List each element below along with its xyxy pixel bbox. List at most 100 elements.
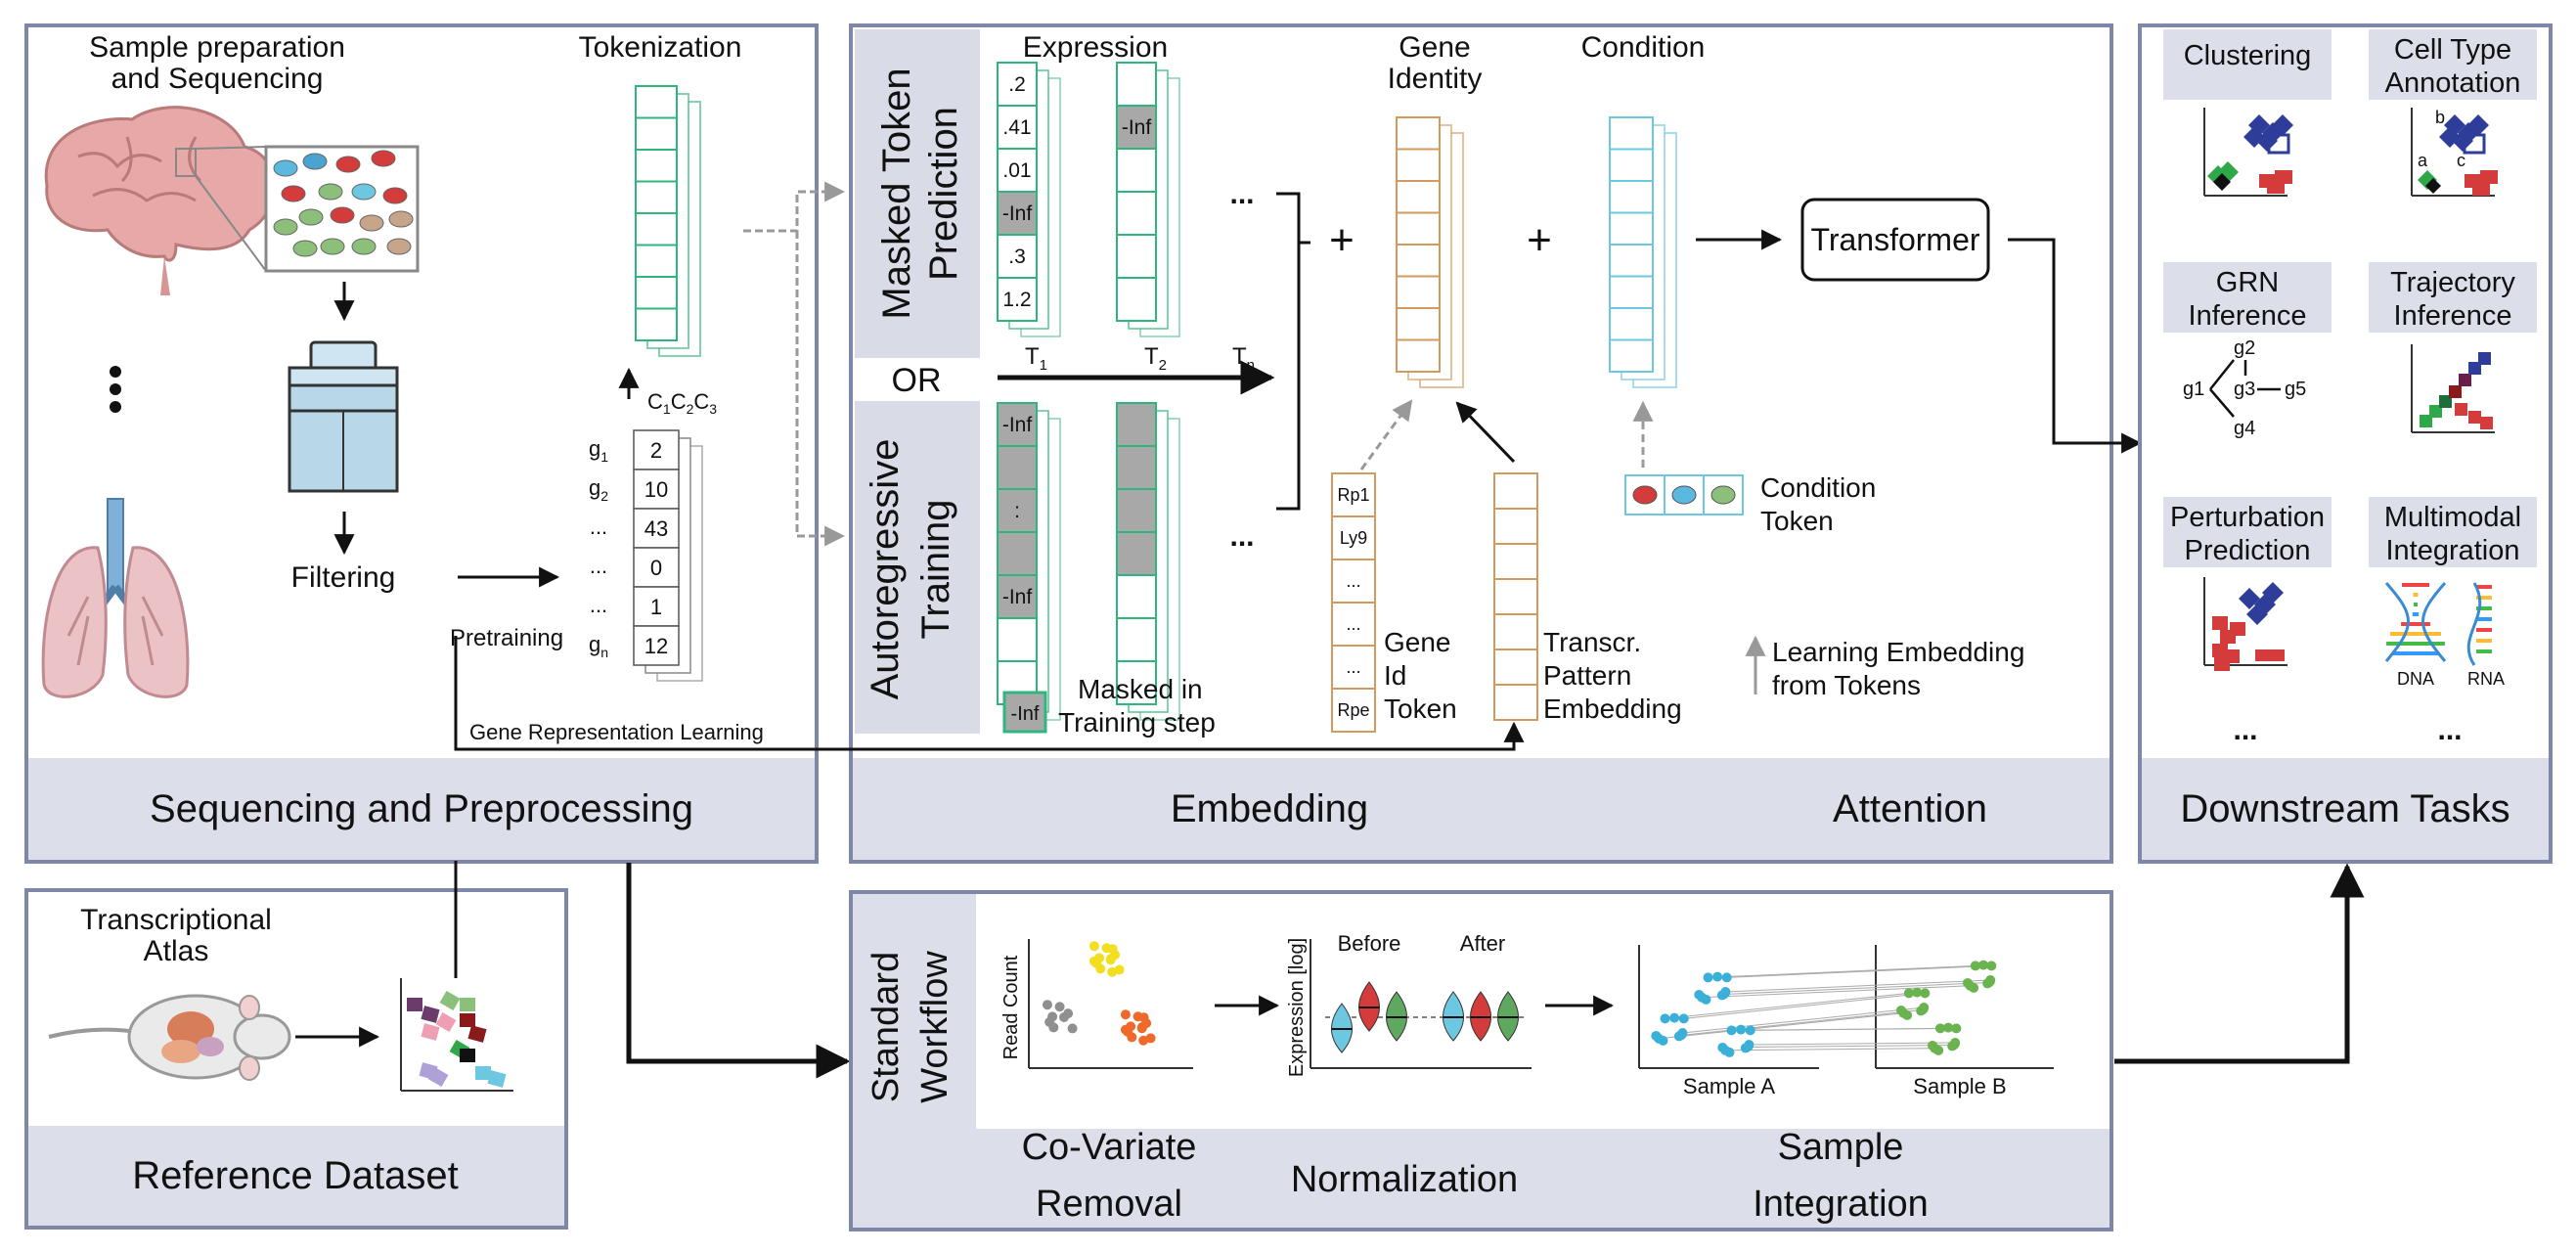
atlas-scatter bbox=[407, 990, 507, 1088]
traj-point-0 bbox=[2420, 415, 2432, 427]
gene-cell-4 bbox=[633, 586, 680, 627]
gene-value-3: 0 bbox=[650, 556, 662, 580]
workflow-panel: Standard Workflow Co-Variate Removal Nor… bbox=[849, 890, 2113, 1231]
arrow-to-workflow bbox=[626, 863, 851, 1079]
tokenization-label: Tokenization bbox=[579, 31, 742, 64]
expr-col-1-cell-5 bbox=[997, 277, 1038, 322]
sample-a-point-2 bbox=[1703, 972, 1713, 983]
sample-cell-3 bbox=[371, 150, 396, 167]
pert-red-b-0 bbox=[2255, 649, 2271, 661]
cov-point-16 bbox=[1047, 1011, 1058, 1022]
vdot-1 bbox=[110, 366, 121, 378]
sample-a-point-15 bbox=[1669, 1012, 1680, 1023]
sample-cell-5 bbox=[318, 183, 343, 201]
annot-letter-a: a bbox=[2418, 151, 2428, 170]
gene-value-4: 1 bbox=[650, 595, 662, 619]
cov-point-31 bbox=[1138, 1035, 1149, 1046]
embedding-footer bbox=[853, 758, 2110, 860]
sequencing-panel: Sequencing and Preprocessing Sample prep… bbox=[24, 23, 819, 864]
sample-b-point-15 bbox=[1912, 987, 1923, 998]
task-label-bg-3 bbox=[2369, 262, 2537, 333]
traj-point-5 bbox=[2468, 362, 2481, 375]
transcr-cell-3 bbox=[1493, 578, 1538, 615]
brain-zoom-box bbox=[175, 148, 197, 177]
rna-label: RNA bbox=[2467, 669, 2505, 689]
cov-point-19 bbox=[1042, 1000, 1052, 1010]
atlas-point-11 bbox=[427, 1066, 449, 1088]
normalization-violins bbox=[1331, 981, 1519, 1053]
cov-point-11 bbox=[1107, 966, 1118, 977]
transcr-cell-2 bbox=[1493, 543, 1538, 580]
auto-col-2-cell-0 bbox=[1116, 402, 1157, 447]
annot-black bbox=[2425, 178, 2441, 194]
sample-a-point-22 bbox=[1726, 1025, 1737, 1036]
cond-token-cell-dot-0 bbox=[1632, 485, 1658, 505]
task-label-2-1: Inference bbox=[2189, 300, 2307, 332]
expr-col-1-cell-3 bbox=[997, 191, 1038, 236]
dna-backbone bbox=[2384, 582, 2447, 662]
task-label-bg-5 bbox=[2369, 497, 2537, 567]
gene-cell-5 bbox=[633, 625, 680, 666]
embedding-panel-border bbox=[849, 23, 2113, 864]
traj-point-9 bbox=[2480, 417, 2493, 429]
auto-col-1-cell-0 bbox=[997, 402, 1038, 447]
integration-scatter bbox=[1651, 960, 1997, 1057]
pert-red-5 bbox=[2230, 622, 2245, 636]
gene-cell-0 bbox=[633, 429, 680, 470]
sample-a-point-5 bbox=[1712, 971, 1723, 982]
task-label-2-0: GRN bbox=[2216, 267, 2279, 298]
clust-black bbox=[2213, 173, 2231, 191]
sample-b-point-27 bbox=[1927, 1040, 1937, 1051]
task-label-3-0: Trajectory bbox=[2390, 267, 2515, 298]
arrow-workflow-to-downstream bbox=[2114, 863, 2365, 1064]
expr-col-2-cell-3 bbox=[1116, 191, 1157, 236]
gene-label-2: ... bbox=[590, 515, 607, 539]
sample-cell-2 bbox=[335, 156, 361, 173]
cov-point-30 bbox=[1138, 1012, 1149, 1023]
expr-col-2-cell-5 bbox=[1116, 277, 1157, 322]
sample-cell-15 bbox=[351, 238, 377, 255]
cov-point-27 bbox=[1120, 1009, 1131, 1020]
integration-link-28 bbox=[1750, 1027, 1957, 1031]
transcr-arrow bbox=[1455, 401, 1516, 464]
annot-blue-3 bbox=[2467, 114, 2489, 136]
sample-cell-7 bbox=[382, 187, 408, 204]
task-label-bg-4 bbox=[2163, 497, 2332, 567]
gene-identity-label-1: Gene bbox=[1399, 31, 1470, 64]
atlas-point-5 bbox=[435, 1011, 457, 1033]
sample-a-point-19 bbox=[1673, 1031, 1684, 1042]
downstream-dots-right: ... bbox=[2437, 714, 2462, 746]
transcr-label-1: Transcr. bbox=[1543, 627, 1641, 657]
grl-label: Gene Representation Learning bbox=[469, 720, 764, 744]
sample-b-point-5 bbox=[1978, 960, 1989, 970]
gene-id-text-2: ... bbox=[1346, 571, 1360, 591]
auto-col-2-cell-3 bbox=[1116, 531, 1157, 576]
pert-blue-2 bbox=[2246, 604, 2268, 625]
tick-t2: T2 bbox=[1144, 343, 1167, 374]
tick-tn: Tn bbox=[1232, 343, 1255, 374]
cov-point-14 bbox=[1054, 1002, 1065, 1012]
atlas-point-9 bbox=[460, 1049, 475, 1062]
task-label-4-1: Prediction bbox=[2185, 535, 2311, 566]
downstream-title: Downstream Tasks bbox=[2180, 787, 2509, 830]
auto-side-label-bg bbox=[855, 401, 980, 734]
grn-node-g4: g4 bbox=[2234, 418, 2255, 439]
covariate-label-2: Removal bbox=[1036, 1184, 1182, 1225]
connector-tokens-masked bbox=[743, 181, 846, 233]
integration-link-4 bbox=[1702, 985, 1971, 999]
atlas-point-0 bbox=[407, 998, 422, 1011]
masked-legend-inf: -Inf bbox=[1011, 703, 1040, 725]
gene-cell-2 bbox=[633, 508, 680, 549]
integration-link-2 bbox=[1708, 964, 1976, 978]
plus-2: + bbox=[1527, 216, 1552, 264]
sample-cell-14 bbox=[320, 238, 345, 255]
grn-node-g3: g3 bbox=[2234, 379, 2255, 400]
gene-label-5: gn bbox=[589, 632, 608, 660]
integration-link-0 bbox=[1725, 979, 1991, 993]
sample-cell-12 bbox=[388, 210, 414, 228]
integration-label-2: Integration bbox=[1753, 1184, 1929, 1225]
cell-sample-dots bbox=[273, 150, 414, 257]
annot-red-1 bbox=[2480, 170, 2498, 184]
atlas-label-1: Transcriptional bbox=[80, 904, 272, 936]
cov-point-6 bbox=[1095, 963, 1106, 974]
